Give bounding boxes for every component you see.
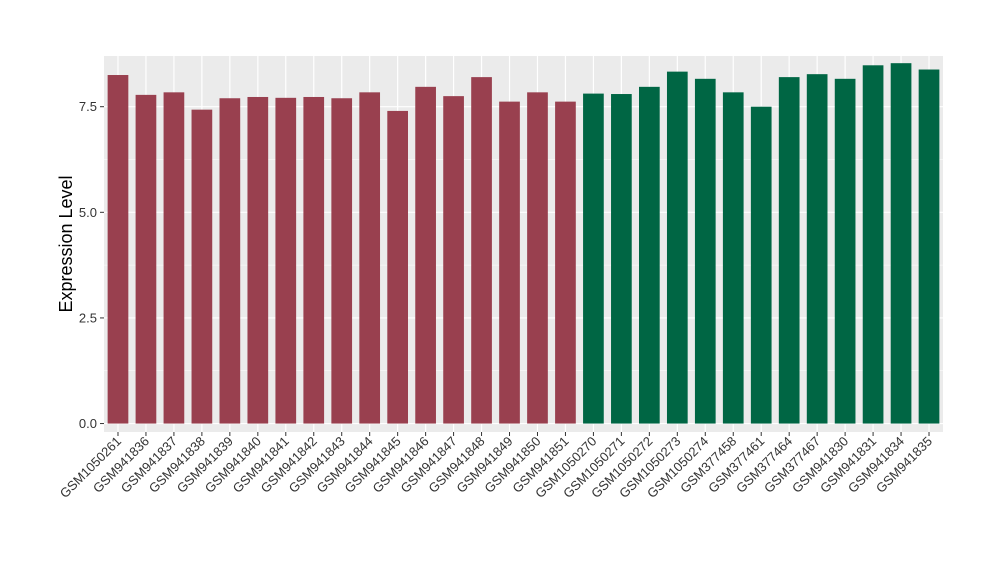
bar: [499, 101, 520, 424]
x-axis: GSM1050261GSM941836GSM941837GSM941838GSM…: [57, 432, 935, 501]
bar: [722, 92, 744, 424]
bar: [890, 63, 912, 424]
bar: [275, 97, 297, 424]
bar: [862, 65, 884, 424]
y-axis-title: Expression Level: [56, 175, 76, 312]
bar: [583, 93, 604, 424]
bar: [918, 69, 940, 424]
bars: [107, 63, 940, 424]
bar: [750, 106, 772, 424]
bar: [359, 92, 381, 424]
bar: [135, 94, 157, 424]
bar: [191, 109, 213, 424]
y-tick-label: 7.5: [79, 99, 97, 114]
minor-gridlines: [104, 159, 943, 372]
bar: [834, 78, 856, 424]
bar: [527, 92, 548, 424]
bar: [778, 77, 800, 424]
bar: [666, 71, 688, 424]
y-tick-label: 5.0: [79, 205, 97, 220]
bar: [107, 75, 129, 424]
bar: [471, 77, 492, 424]
bar: [694, 78, 716, 424]
bar: [415, 86, 436, 424]
bar: [806, 74, 828, 424]
bar: [611, 94, 632, 424]
y-tick-label: 2.5: [79, 310, 97, 325]
bar: [219, 98, 241, 424]
bar: [247, 96, 269, 424]
bar: [163, 92, 185, 424]
bar: [303, 96, 325, 424]
y-tick-label: 0.0: [79, 416, 97, 431]
bar: [331, 98, 353, 424]
bar: [387, 110, 408, 424]
bar: [639, 86, 660, 424]
y-axis: 0.0 2.5 5.0 7.5: [79, 99, 104, 431]
plot-panel: [104, 56, 943, 432]
bar: [555, 101, 576, 424]
bar: [443, 96, 464, 424]
